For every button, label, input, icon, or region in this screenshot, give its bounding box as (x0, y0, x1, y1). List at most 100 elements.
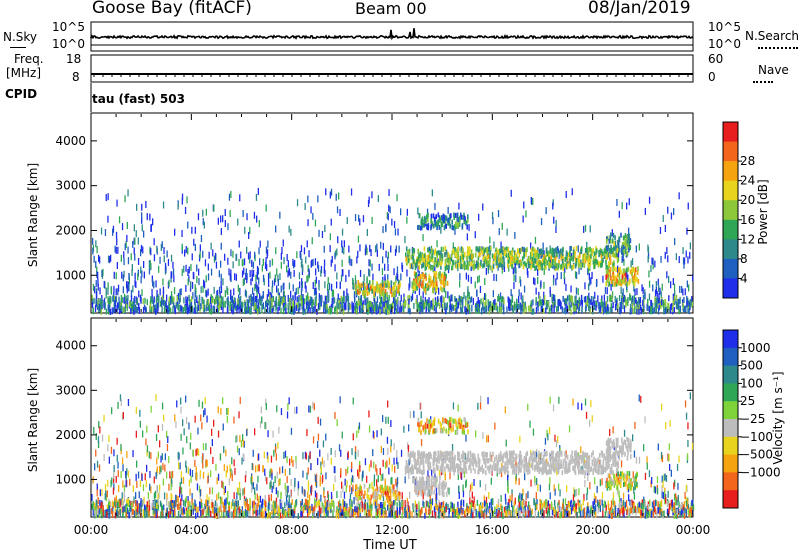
power-cell (286, 265, 288, 273)
velocity-cell (190, 432, 192, 440)
power-cell (467, 303, 469, 310)
power-cell (202, 209, 204, 217)
power-cell (262, 258, 264, 266)
power-cell (518, 296, 520, 304)
power-cell (416, 294, 418, 302)
velocity-cell (292, 459, 294, 467)
power-cell (622, 254, 624, 262)
velocity-cell (661, 403, 663, 411)
velocity-cell (112, 511, 114, 519)
power-cell (447, 252, 450, 258)
power-cell (205, 275, 207, 283)
power-cell (689, 302, 691, 309)
power-cell (180, 288, 182, 296)
power-cell (272, 305, 275, 312)
power-cell (186, 308, 189, 315)
velocity-cell (516, 505, 519, 513)
power-cell (408, 251, 410, 257)
power-cell (644, 207, 646, 215)
velocity-cell (321, 457, 324, 465)
power-cell (428, 274, 430, 280)
power-cell (454, 212, 457, 218)
power-cell (266, 294, 268, 302)
velocity-cell (662, 480, 664, 488)
power-cell (187, 303, 189, 311)
power-cell (588, 272, 590, 280)
power-cell (565, 307, 567, 315)
power-cell (624, 246, 626, 252)
power-cell (269, 305, 272, 313)
velocity-cell (123, 484, 126, 492)
power-cell (184, 207, 187, 214)
power-cell (470, 254, 473, 260)
velocity-cell (265, 422, 267, 430)
velocity-cell (122, 412, 124, 419)
power-cell (255, 299, 257, 307)
power-cell (484, 278, 486, 286)
velocity-cell (95, 511, 98, 519)
power-cell (137, 273, 139, 281)
power-cell (256, 272, 259, 280)
power-cell (328, 289, 330, 297)
velocity-cell (325, 506, 327, 514)
power-cell (249, 296, 251, 303)
velocity-cell (116, 437, 118, 445)
power-cell (447, 261, 449, 267)
velocity-cell (225, 449, 227, 457)
velocity-cell (665, 475, 668, 482)
power-cell (585, 296, 587, 303)
power-cell (278, 295, 280, 302)
power-cell (281, 247, 283, 254)
velocity-cell (577, 452, 580, 460)
power-cell (565, 283, 567, 291)
power-cell (99, 287, 101, 295)
power-cell (162, 291, 165, 299)
power-cell (173, 275, 175, 283)
power-cell (210, 308, 213, 315)
power-cell (637, 266, 639, 272)
velocity-cell (612, 492, 615, 500)
velocity-cell (575, 488, 578, 496)
velocity-cell (689, 392, 691, 400)
power-cell (308, 250, 310, 258)
power-cell (183, 265, 185, 273)
power-cell (622, 296, 625, 303)
power-cell (678, 308, 680, 315)
power-cell (162, 298, 164, 305)
power-cell (558, 251, 560, 259)
velocity-cell (357, 498, 359, 506)
power-cell (203, 307, 206, 314)
power-cell (635, 245, 637, 253)
power-cell (444, 307, 447, 315)
power-cell (530, 197, 532, 204)
power-cell (395, 286, 398, 292)
power-cell (255, 274, 257, 282)
velocity-cell (153, 476, 155, 484)
power-cell (223, 301, 225, 308)
velocity-cell (235, 435, 237, 443)
power-cell (463, 219, 465, 225)
power-cell (431, 189, 433, 197)
power-cell (510, 299, 512, 306)
velocity-cell (210, 470, 212, 478)
velocity-cell (180, 503, 182, 511)
power-cell (127, 246, 129, 254)
power-cell (621, 202, 623, 210)
power-cell (318, 283, 320, 291)
power-cell (655, 297, 657, 304)
power-cell (249, 308, 251, 315)
velocity-cell (150, 452, 152, 460)
power-cell (583, 262, 586, 268)
velocity-cell (623, 510, 625, 518)
power-cell (580, 246, 583, 252)
power-cell (522, 295, 524, 303)
power-cell (626, 238, 629, 244)
power-cell (592, 255, 595, 261)
velocity-cell (160, 465, 162, 473)
velocity-cell (252, 500, 254, 508)
velocity-cell (674, 493, 676, 501)
velocity-cell (488, 492, 490, 499)
power-cell (263, 278, 265, 286)
power-cell (443, 283, 445, 288)
